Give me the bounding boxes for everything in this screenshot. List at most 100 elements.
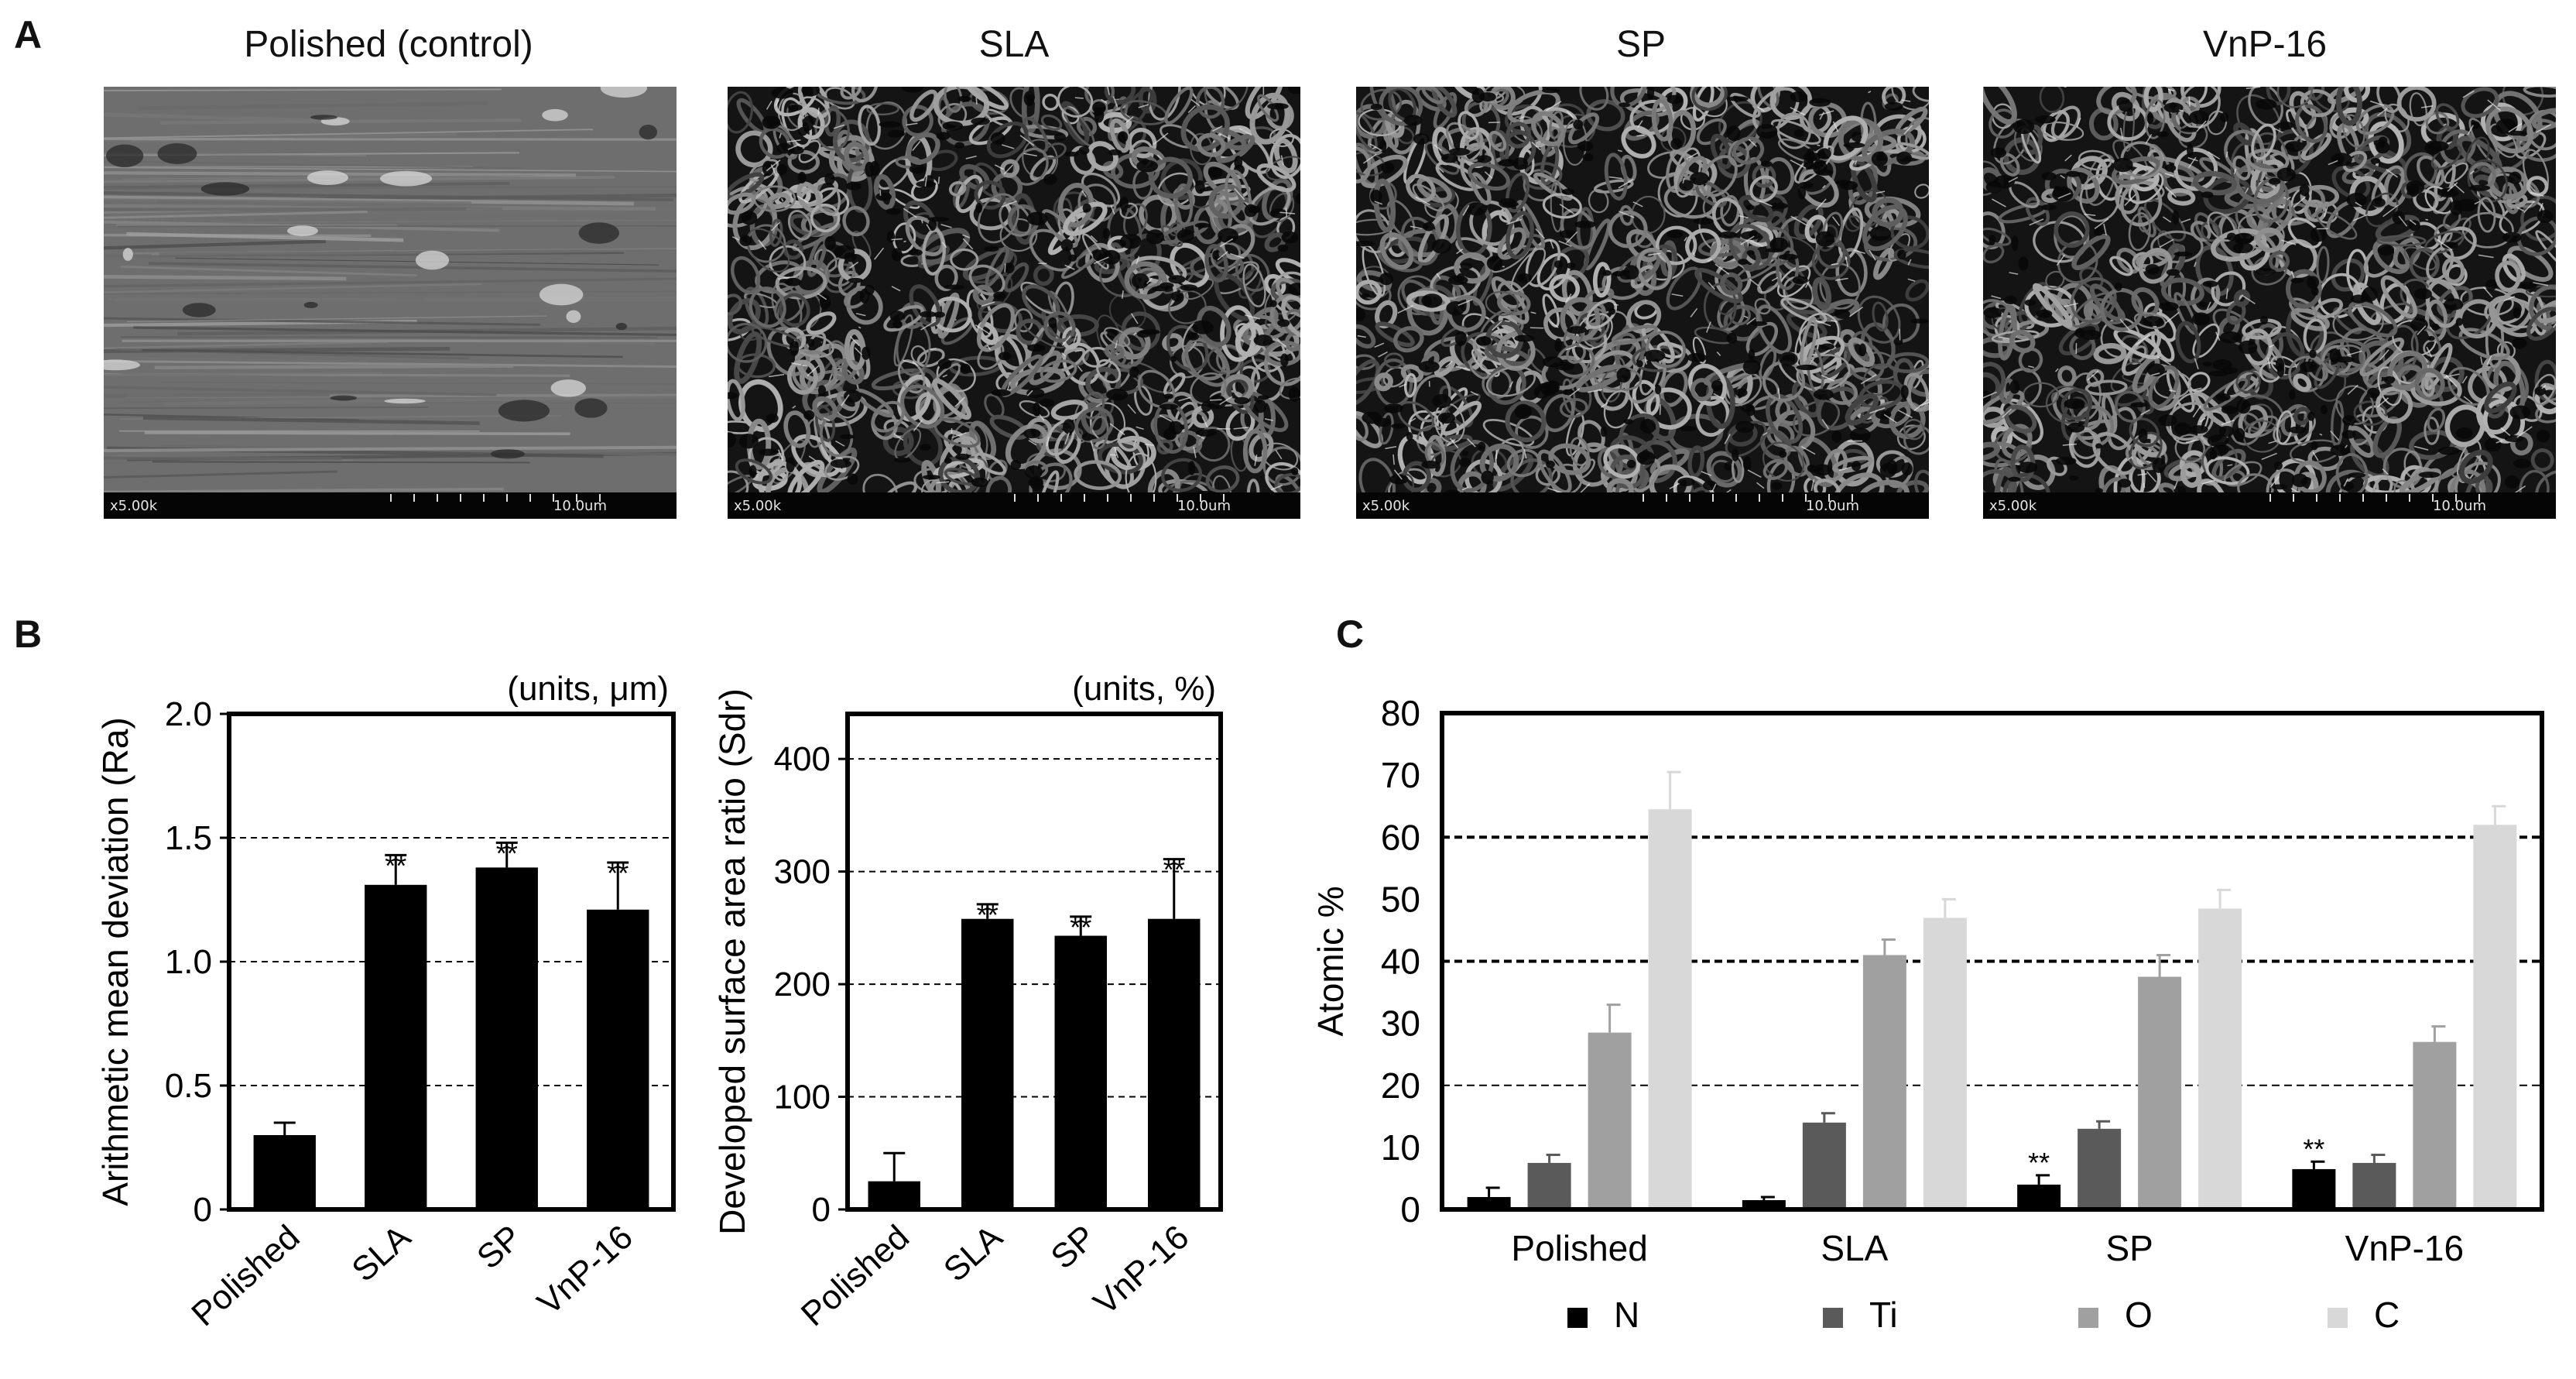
sem-pore-rim (1406, 287, 1449, 336)
sem-pore (2256, 98, 2277, 110)
sem-ridge-highlight (1270, 485, 1283, 491)
sem-ridge-highlight (1659, 404, 1662, 415)
sem-pore (1554, 338, 1563, 352)
sem-pore-rim (2444, 162, 2468, 184)
sem-pore-rim (1050, 400, 1088, 421)
sem-ridge-highlight (1821, 374, 1834, 382)
sem-ridge-highlight (975, 98, 978, 105)
sem-ridge-highlight (1800, 445, 1816, 455)
sem-pore-rim (2435, 103, 2460, 130)
sem-pore (2095, 488, 2103, 494)
sem-pore-rim (2420, 376, 2435, 397)
legend-label-ti: Ti (1869, 1295, 1898, 1335)
sem-pore (1391, 423, 1406, 429)
sem-pore-rim (906, 132, 940, 165)
sem-pore (1102, 228, 1111, 239)
sem-pore-rim (1542, 393, 1575, 433)
sem-pore (1370, 104, 1382, 111)
sem-ridge-highlight (1193, 446, 1197, 458)
sem-ridge-highlight (854, 347, 863, 355)
sem-pore (1760, 160, 1773, 167)
sem-ridge-highlight (2028, 365, 2035, 369)
sem-pore (824, 173, 835, 185)
sem-scratch (104, 153, 366, 157)
sem-pore-rim (1256, 163, 1297, 193)
bar (475, 867, 538, 1209)
sem-pore-rim (814, 177, 841, 216)
sem-pore (1437, 412, 1456, 424)
sem-pore (2209, 449, 2218, 460)
sem-pore-rim (1636, 248, 1673, 290)
sem-pore-rim (2093, 343, 2127, 365)
sem-pore-rim (1646, 330, 1687, 369)
sem-pore (1379, 273, 1394, 286)
sem-pore (1616, 367, 1631, 383)
sem-pore (2307, 276, 2320, 289)
sem-pore (2331, 153, 2352, 166)
sem-pore-rim (1164, 87, 1194, 125)
sem-pore (1600, 426, 1607, 437)
sem-pore-rim (1485, 290, 1519, 317)
sem-pore-rim (1700, 155, 1738, 197)
sem-pore-rim (810, 203, 841, 233)
sem-ridge-highlight (1530, 311, 1536, 314)
sem-scratch (133, 326, 677, 337)
sem-ridge-highlight (2447, 182, 2458, 192)
sem-scratch (104, 275, 347, 281)
sem-pore-rim (1835, 248, 1868, 297)
sem-ridge-highlight (1046, 437, 1050, 447)
sem-pore-rim (1400, 364, 1424, 383)
sem-pore-rim (1505, 400, 1547, 443)
sem-pore (1693, 218, 1714, 225)
sem-pore-rim (817, 447, 858, 495)
sem-pore (2180, 127, 2201, 132)
sem-pore (943, 284, 964, 290)
sem-pore-rim (1098, 111, 1132, 133)
sem-scratch (126, 315, 546, 323)
sem-pore (2341, 430, 2356, 439)
sem-ridge-highlight (1756, 106, 1765, 112)
sem-scratch (104, 198, 471, 204)
sem-scratch (121, 372, 610, 382)
sem-ridge-highlight (1146, 277, 1153, 284)
sem-pore-rim (2207, 110, 2228, 135)
sem-pore-rim (2092, 432, 2137, 475)
sem-ridge-highlight (823, 417, 831, 421)
sem-ridge-highlight (1187, 105, 1196, 114)
sem-ridge-highlight (1559, 204, 1574, 214)
sem-pore (1779, 352, 1798, 366)
sem-pore (2034, 115, 2056, 124)
sem-ridge-highlight (2162, 216, 2172, 223)
sem-pore (2138, 428, 2148, 444)
sem-ridge-highlight (1107, 87, 1111, 95)
sem-pore-rim (1276, 277, 1300, 319)
sem-pore (1573, 119, 1584, 130)
sem-pore-rim (1197, 132, 1226, 157)
sem-pore-rim (1995, 300, 2035, 329)
sem-pore (748, 465, 757, 479)
sem-scratch (104, 317, 540, 326)
sem-pore-rim (974, 452, 1006, 475)
sem-pore (1159, 403, 1179, 410)
sem-ridge-highlight (1724, 434, 1731, 444)
bar-ti (2352, 1162, 2396, 1209)
sem-pore-rim (2341, 114, 2365, 148)
bar-o (1862, 955, 1906, 1209)
sem-pore (2370, 157, 2381, 164)
sem-ridge-highlight (2156, 355, 2171, 365)
sem-pore-rim (2424, 342, 2453, 391)
sem-ridge-highlight (1790, 107, 1806, 116)
y-tick-label: 100 (774, 1079, 831, 1117)
sem-pore (1060, 238, 1074, 252)
legend-label-o: O (2125, 1295, 2153, 1335)
sem-ridge-highlight (1547, 487, 1563, 494)
sem-pore (1476, 336, 1492, 346)
sem-pore (1234, 156, 1243, 170)
sem-ridge-highlight (1716, 352, 1721, 356)
sem-ridge-highlight (850, 336, 860, 347)
sem-ridge-highlight (2185, 439, 2199, 443)
sem-pore (984, 245, 999, 252)
sem-pore-rim (2058, 322, 2100, 355)
sem-pore (1623, 265, 1639, 280)
sem-ridge-highlight (1558, 240, 1572, 247)
